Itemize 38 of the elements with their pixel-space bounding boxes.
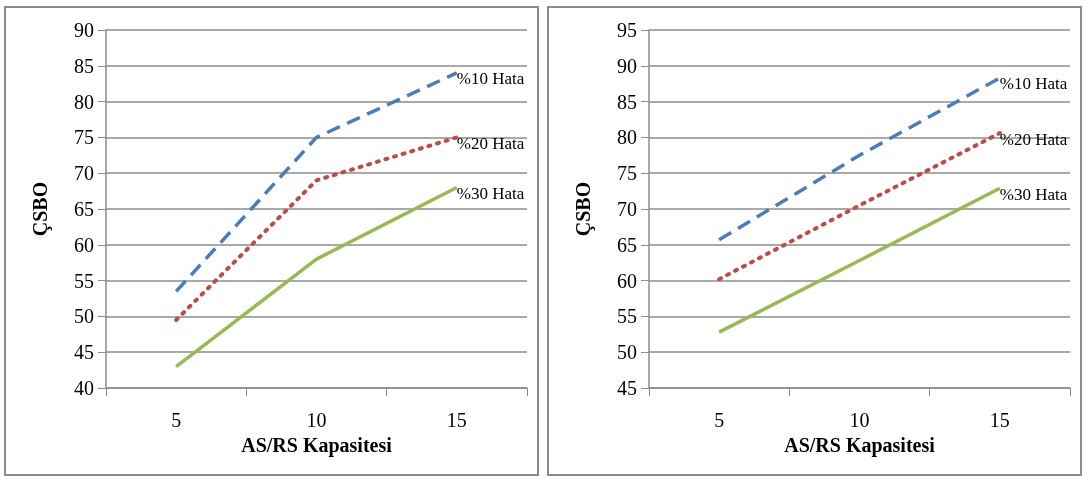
x-tick-label: 15 <box>989 409 1010 431</box>
y-tick-label: 90 <box>74 19 94 41</box>
series-label: %20 Hata <box>456 133 525 153</box>
y-tick-label: 70 <box>617 198 637 220</box>
y-tick-label: 45 <box>74 341 94 364</box>
y-tick-label: 40 <box>74 377 94 399</box>
y-tick-label: 60 <box>74 233 94 256</box>
x-tick-label: 5 <box>171 409 182 431</box>
y-tick-label: 55 <box>617 305 637 328</box>
x-axis-title: AS/RS Kapasitesi <box>241 433 393 457</box>
series-label: %20 Hata <box>999 129 1068 149</box>
x-tick-label: 10 <box>306 409 327 431</box>
y-tick-label: 85 <box>74 54 94 77</box>
y-tick-label: 80 <box>617 126 637 149</box>
y-tick-label: 85 <box>617 90 637 113</box>
x-tick-label: 5 <box>714 409 725 431</box>
x-tick-label: 15 <box>446 409 467 431</box>
y-axis-title: ÇSBO <box>29 181 52 237</box>
y-tick-label: 75 <box>617 162 637 185</box>
y-tick-label: 75 <box>74 126 94 149</box>
y-tick-label: 45 <box>617 377 637 399</box>
y-tick-label: 55 <box>74 269 94 292</box>
series-label: %10 Hata <box>999 74 1068 94</box>
y-tick-label: 70 <box>74 162 94 185</box>
y-tick-label: 65 <box>74 198 94 220</box>
series-label: %30 Hata <box>999 184 1068 204</box>
y-tick-label: 50 <box>74 305 94 328</box>
x-axis-title: AS/RS Kapasitesi <box>784 433 936 457</box>
y-tick-label: 95 <box>617 19 637 41</box>
y-tick-label: 80 <box>74 90 94 113</box>
y-tick-label: 65 <box>617 233 637 256</box>
y-tick-label: 90 <box>617 54 637 77</box>
y-tick-label: 60 <box>617 269 637 292</box>
y-axis-title: ÇSBO <box>572 181 595 237</box>
series-label: %10 Hata <box>456 69 525 89</box>
series-label: %30 Hata <box>456 184 525 204</box>
y-tick-label: 50 <box>617 341 637 364</box>
x-tick-label: 10 <box>849 409 870 431</box>
